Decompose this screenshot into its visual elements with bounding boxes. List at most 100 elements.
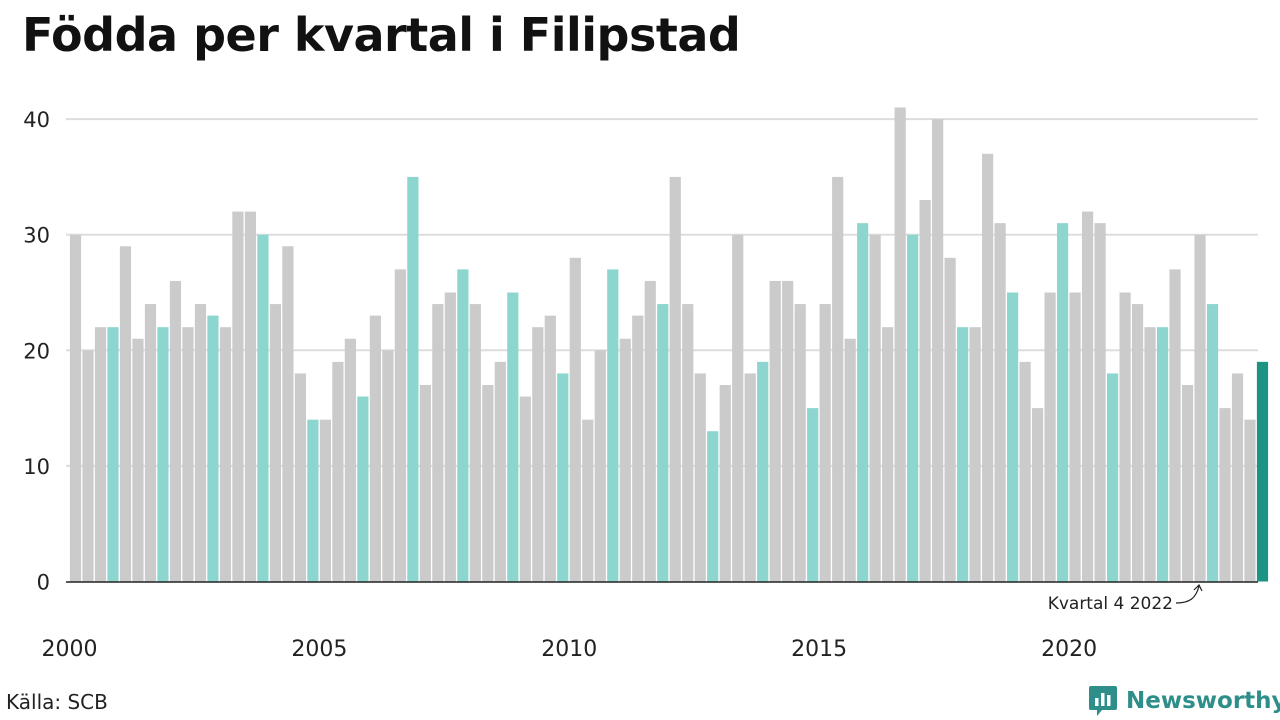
bar-chart: 0 10 20 30 40 2000 2005 2010 2015 2020 Kvartal 4… — [23, 107, 1269, 662]
bar — [1194, 234, 1206, 582]
y-tick-label: 0 — [37, 571, 50, 595]
bar — [869, 234, 881, 582]
chart-title: Födda per kvartal i Filipstad — [22, 8, 741, 62]
bar — [69, 234, 82, 582]
brand-logo: Newsworthy — [1088, 684, 1280, 718]
bar — [682, 304, 694, 582]
bar — [1219, 408, 1231, 582]
bar — [657, 304, 669, 582]
bar — [257, 234, 269, 582]
bar — [432, 304, 444, 582]
bar — [82, 350, 94, 582]
x-tick-label: 2005 — [291, 637, 347, 662]
bar — [544, 315, 556, 582]
x-tick-label: 2010 — [541, 637, 597, 662]
bar — [119, 246, 132, 582]
bar — [1044, 292, 1056, 582]
bar — [419, 384, 431, 582]
bar — [444, 292, 456, 582]
bar — [969, 327, 981, 582]
bar — [1119, 292, 1131, 582]
bar — [919, 200, 931, 582]
bar — [219, 327, 232, 582]
bar — [1231, 373, 1244, 582]
bar — [757, 361, 769, 582]
latest-annotation: Kvartal 4 2022 — [1048, 583, 1203, 614]
bar — [932, 119, 944, 582]
x-tick-label: 2015 — [791, 637, 847, 662]
annotation-label: Kvartal 4 2022 — [1048, 594, 1173, 614]
bar — [407, 176, 419, 582]
bar — [619, 338, 631, 582]
bar — [944, 257, 956, 582]
y-tick-label: 10 — [23, 455, 50, 479]
bar — [1244, 419, 1256, 582]
bar — [1069, 292, 1081, 582]
bar — [294, 373, 307, 582]
bar — [157, 327, 169, 582]
bar — [807, 408, 819, 582]
bar — [894, 107, 906, 582]
bar — [132, 338, 144, 582]
bar — [707, 431, 719, 582]
bar — [1181, 384, 1194, 582]
bar — [107, 327, 119, 582]
x-tick-labels: 2000 2005 2010 2015 2020 — [42, 637, 1098, 662]
bar — [844, 338, 856, 582]
bar — [194, 304, 207, 582]
bar — [582, 419, 594, 582]
bar — [782, 280, 794, 582]
bar — [382, 350, 394, 582]
bar — [307, 419, 319, 582]
bar — [982, 153, 994, 582]
bar — [1206, 304, 1219, 582]
y-tick-label: 20 — [23, 339, 50, 363]
bar — [507, 292, 519, 582]
bar — [732, 234, 744, 582]
bar — [269, 304, 282, 582]
bars — [69, 107, 1269, 582]
y-tick-label: 40 — [23, 108, 50, 132]
bar — [882, 327, 894, 582]
bar — [832, 176, 844, 582]
bar — [1081, 211, 1094, 582]
bar — [1131, 304, 1144, 582]
bar — [369, 315, 381, 582]
bar — [1056, 223, 1069, 582]
bar — [357, 396, 369, 582]
bar — [94, 327, 107, 582]
bar — [207, 315, 219, 582]
bar — [857, 223, 869, 582]
bar — [519, 396, 531, 582]
y-tick-labels: 0 10 20 30 40 — [23, 108, 50, 594]
bar — [532, 327, 544, 582]
bar — [1156, 327, 1169, 582]
y-tick-label: 30 — [23, 224, 50, 248]
bar — [244, 211, 257, 582]
bar — [744, 373, 756, 582]
bar — [694, 373, 706, 582]
bar — [469, 304, 481, 582]
bar — [607, 269, 619, 582]
bar — [482, 384, 494, 582]
bar — [719, 384, 731, 582]
bar — [994, 223, 1006, 582]
bar — [457, 269, 469, 582]
bar — [1169, 269, 1181, 582]
bar — [169, 280, 182, 582]
source-note: Källa: SCB — [6, 690, 108, 714]
bar — [644, 280, 656, 582]
annotation-arrow-icon — [1175, 583, 1203, 604]
bar — [794, 304, 806, 582]
bar — [319, 419, 331, 582]
bar — [332, 361, 344, 582]
bar — [1106, 373, 1119, 582]
bar — [557, 373, 569, 582]
bar — [907, 234, 919, 582]
bar — [144, 304, 157, 582]
bar — [819, 304, 831, 582]
bar — [1007, 292, 1019, 582]
bar — [1094, 223, 1106, 582]
bar — [394, 269, 406, 582]
bar — [494, 361, 506, 582]
